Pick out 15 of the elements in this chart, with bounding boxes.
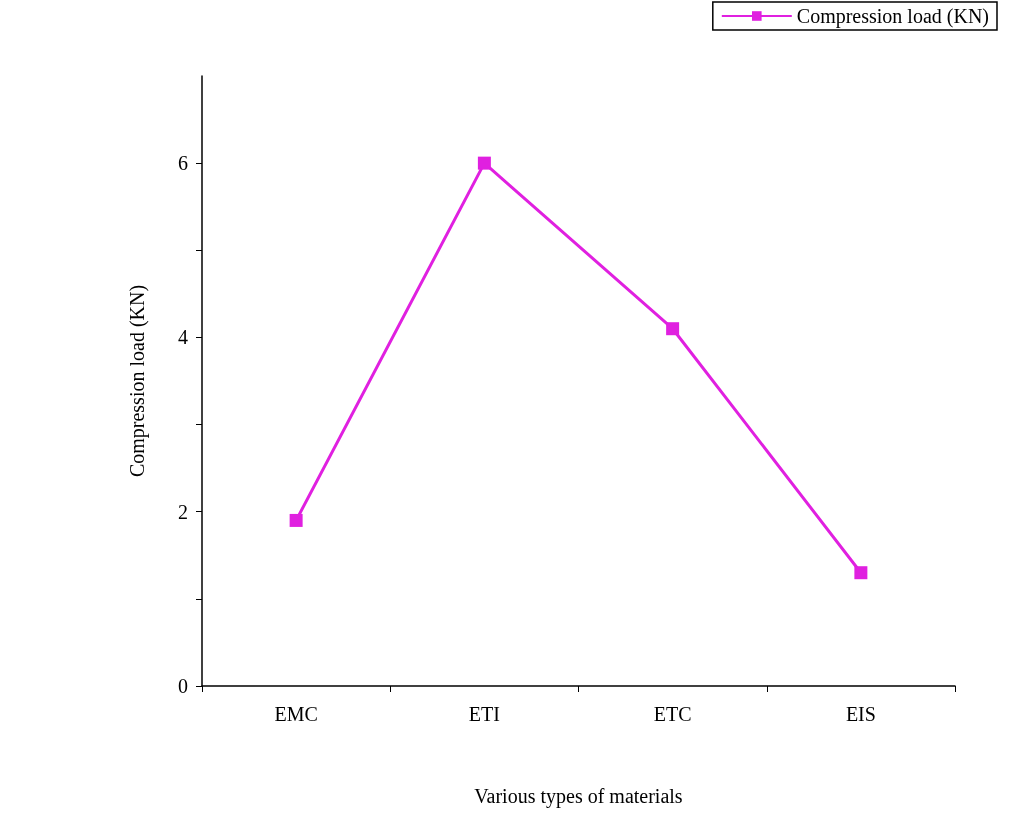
- y-axis-title: Compression load (KN): [126, 284, 149, 478]
- point: [289, 513, 303, 527]
- y-tick-label: 2: [178, 500, 188, 523]
- x-tick-label: EMC: [274, 703, 318, 725]
- point: [666, 322, 680, 336]
- y-tick-label: 4: [178, 326, 188, 349]
- x-tick-label: ETC: [653, 703, 692, 725]
- point: [477, 156, 491, 170]
- y-tick-label: 0: [178, 675, 188, 697]
- point: [854, 566, 868, 580]
- x-axis-title: Various types of materials: [474, 785, 683, 808]
- y-tick-label: 6: [178, 152, 188, 175]
- legend-label: Compression load (KN): [796, 5, 990, 28]
- x-tick-label: ETI: [468, 703, 500, 725]
- x-tick-label: EIS: [845, 703, 876, 725]
